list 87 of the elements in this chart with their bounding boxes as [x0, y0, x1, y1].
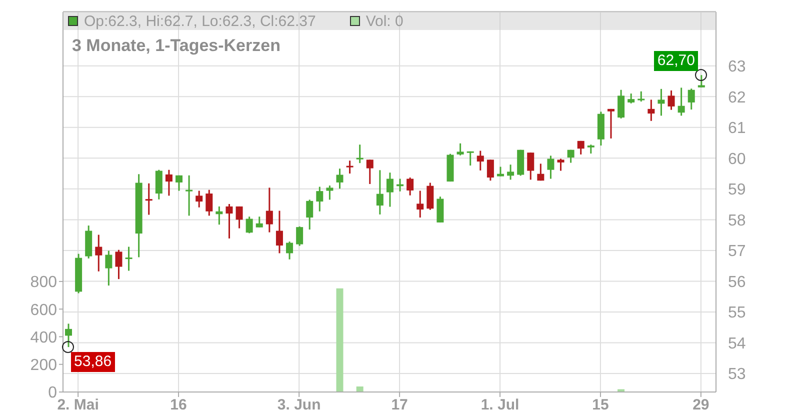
y-tick-label: 57 — [728, 243, 746, 260]
y-tick-label: 55 — [728, 304, 746, 322]
candlestick — [266, 186, 273, 234]
candlestick — [186, 174, 193, 216]
legend-label: Vol: 0 — [366, 12, 404, 30]
candlestick — [507, 164, 514, 180]
candlestick — [105, 250, 112, 286]
annotation: 62,70 — [657, 52, 695, 70]
x-tick-label: 2. Mai — [57, 396, 99, 414]
candlestick — [678, 86, 685, 116]
candlestick — [698, 74, 705, 88]
bar — [356, 386, 364, 392]
candlestick — [648, 98, 655, 122]
candlestick — [326, 184, 334, 200]
candlestick — [65, 322, 72, 348]
candlestick — [537, 162, 544, 182]
candlestick — [466, 150, 474, 166]
x-tick-label: 16 — [170, 396, 187, 414]
candlestick — [658, 88, 665, 116]
candlestick — [416, 190, 424, 218]
annotation: 53,86 — [74, 353, 112, 370]
text: 3 Monate, 1-Tages-Kerzen — [72, 36, 280, 55]
candlestick — [276, 210, 283, 254]
x-tick-label: 29 — [692, 396, 710, 414]
candlestick — [476, 150, 484, 172]
candlestick — [376, 169, 384, 216]
candlestick — [176, 174, 183, 192]
y2-tick-label: 800 — [30, 274, 58, 292]
candlestick — [336, 168, 344, 190]
y2-tick-label: 200 — [30, 357, 58, 374]
candlestick — [426, 182, 434, 211]
candlestick — [346, 160, 354, 174]
candlestick — [688, 88, 695, 110]
x-tick-label: 17 — [391, 396, 408, 414]
y-tick-label: 59 — [728, 182, 746, 199]
candlestick — [125, 246, 132, 272]
legend-label: Op:62.3, Hi:62.7, Lo:62.3, Cl:62.37 — [84, 12, 316, 30]
y2-tick-label: 0 — [48, 384, 58, 402]
candlestick — [226, 203, 233, 240]
candlestick — [306, 198, 314, 230]
candlestick — [206, 189, 213, 216]
candlestick — [316, 186, 324, 212]
candlestick — [436, 196, 444, 224]
candlestick — [618, 89, 625, 120]
y-tick-label: 61 — [728, 120, 746, 138]
candlestick — [607, 108, 614, 140]
y2-tick-label: 600 — [30, 302, 58, 319]
candlestick — [145, 182, 152, 216]
candlestick — [196, 190, 203, 208]
candlestick — [246, 216, 253, 234]
bar — [336, 288, 344, 392]
candlestick — [386, 172, 394, 208]
y-tick-label: 54 — [728, 335, 746, 352]
y2-tick-label: 400 — [30, 329, 58, 346]
candlestick — [286, 240, 294, 260]
candlestick — [567, 149, 574, 164]
candlestick — [527, 152, 534, 180]
candlestick — [356, 144, 364, 164]
candlestick — [577, 140, 584, 156]
candlestick — [216, 206, 223, 226]
y-tick-label: 60 — [728, 150, 746, 168]
candlestick — [366, 158, 374, 185]
candlestick — [165, 169, 172, 196]
y-tick-label: 63 — [728, 58, 746, 76]
candlestick — [406, 176, 414, 196]
candlestick — [486, 158, 494, 182]
candlestick — [496, 166, 504, 178]
y-tick-label: 56 — [728, 274, 746, 291]
candlestick — [557, 158, 564, 172]
candlestick — [628, 92, 635, 104]
candlestick — [236, 206, 243, 230]
x-tick-label: 15 — [592, 396, 609, 414]
y-tick-label: 62 — [728, 89, 746, 106]
candlestick — [456, 142, 464, 156]
x-tick-label: 3. Jun — [277, 396, 321, 414]
candlestick — [256, 216, 263, 228]
y-tick-label: 53 — [728, 366, 746, 384]
candlestick — [115, 249, 122, 280]
candlestick — [547, 154, 554, 180]
x-tick-label: 1. Jul — [480, 396, 520, 414]
candlestick — [155, 169, 162, 200]
bar — [618, 389, 625, 392]
candlestick — [668, 90, 675, 111]
candlestick — [95, 234, 102, 272]
candlestick — [638, 90, 645, 102]
candlestick — [296, 226, 304, 247]
y-tick-label: 58 — [728, 212, 746, 230]
